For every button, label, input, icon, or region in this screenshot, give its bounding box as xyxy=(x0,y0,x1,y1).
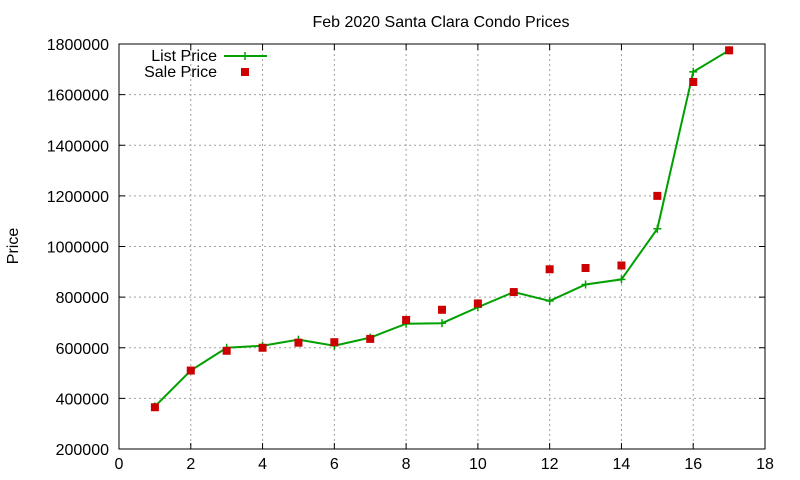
y-tick-label: 200000 xyxy=(56,442,109,459)
sale-price-point xyxy=(545,265,554,274)
y-tick-label: 600000 xyxy=(56,341,109,358)
sale-price-point xyxy=(725,46,734,55)
x-tick-label: 18 xyxy=(756,456,774,473)
x-tick-label: 0 xyxy=(115,456,124,473)
list-price-point xyxy=(438,319,446,328)
legend-label-list-price: List Price xyxy=(151,48,217,65)
sale-price-point xyxy=(617,261,626,270)
y-tick-label: 1400000 xyxy=(47,138,109,155)
list-price-point xyxy=(689,67,698,76)
sale-price-point xyxy=(581,264,590,273)
sale-price-point xyxy=(186,366,195,375)
y-tick-label: 1600000 xyxy=(47,88,109,105)
y-tick-label: 1000000 xyxy=(47,240,109,257)
x-tick-label: 6 xyxy=(330,456,339,473)
sale-price-point xyxy=(653,191,662,200)
sale-price-point xyxy=(473,299,482,308)
list-price-point xyxy=(617,275,626,284)
sale-price-point xyxy=(509,288,518,297)
x-tick-label: 4 xyxy=(258,456,267,473)
sale-price-point xyxy=(438,305,446,314)
x-tick-label: 10 xyxy=(469,456,487,473)
series xyxy=(150,46,734,412)
y-tick-label: 400000 xyxy=(56,391,109,408)
y-tick-label: 1800000 xyxy=(47,37,109,54)
chart-title: Feb 2020 Santa Clara Condo Prices xyxy=(312,14,569,31)
y-axis-label: Price xyxy=(5,228,22,265)
grid xyxy=(119,44,765,449)
sale-price-point xyxy=(330,338,339,347)
x-tick-label: 12 xyxy=(541,456,559,473)
x-tick-label: 2 xyxy=(186,456,195,473)
legend-swatch-sale-price xyxy=(241,68,249,76)
x-tick-label: 14 xyxy=(613,456,631,473)
sale-price-point xyxy=(150,403,159,412)
sale-price-point xyxy=(222,346,231,355)
legend: List Price Sale Price xyxy=(144,48,267,81)
legend-label-sale-price: Sale Price xyxy=(144,64,217,81)
list-price-line xyxy=(154,49,730,408)
sale-price-point xyxy=(689,77,698,86)
y-tick-label: 1200000 xyxy=(47,189,109,206)
y-tick-label: 800000 xyxy=(56,290,109,307)
x-tick-label: 8 xyxy=(402,456,411,473)
sale-price-point xyxy=(366,334,375,343)
axis-ticks: 0 2 4 6 8 10 12 14 16 18 200000 400000 600000 800000 1… xyxy=(47,37,774,473)
sale-price-point xyxy=(402,315,411,324)
sale-price-point xyxy=(258,343,267,352)
plot-frame xyxy=(118,43,766,450)
sale-price-point xyxy=(294,338,303,347)
list-price-point xyxy=(581,280,590,289)
x-tick-label: 16 xyxy=(684,456,702,473)
list-price-point xyxy=(545,296,554,305)
list-price-point xyxy=(653,224,662,233)
